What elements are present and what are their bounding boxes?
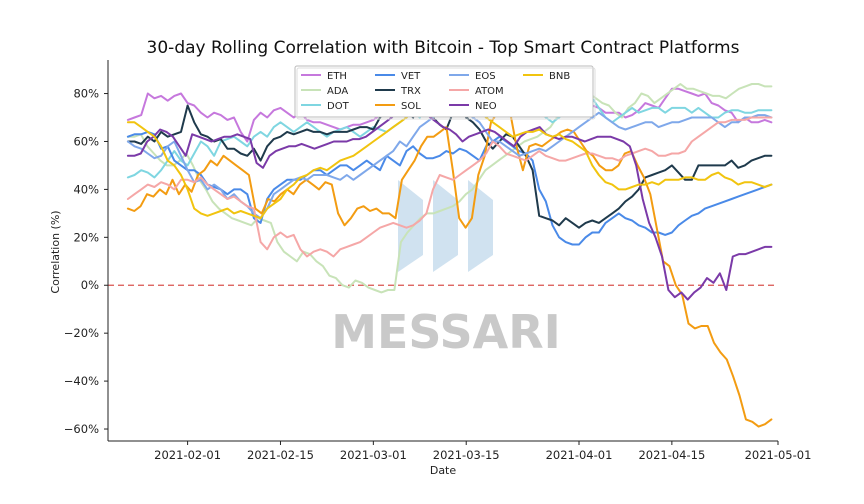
legend-label-dot: DOT: [327, 101, 350, 112]
watermark-bar-3: [468, 180, 493, 272]
y-tick-label: 60%: [73, 134, 99, 148]
watermark-bar-2: [433, 180, 458, 272]
legend-label-bnb: BNB: [549, 71, 570, 82]
series-line-neo: [126, 92, 773, 301]
y-tick-label: 20%: [73, 230, 99, 244]
legend-box: [294, 65, 594, 118]
legend: ETH ADA DOT VET TRX SOL EOS ATOM NEO BNB: [294, 65, 596, 120]
x-tick-label: 2021-03-15: [433, 448, 500, 462]
series-line-atom: [126, 116, 773, 258]
messari-watermark: MESSARI: [331, 180, 561, 359]
series-line-trx: [126, 92, 773, 229]
x-tick-label: 2021-04-15: [638, 448, 705, 462]
y-axis-label: Correlation (%): [49, 210, 62, 293]
x-tick-label: 2021-02-15: [247, 448, 314, 462]
y-tick-label: −40%: [64, 374, 99, 388]
legend-label-eos: EOS: [475, 71, 496, 82]
x-axis-label: Date: [430, 464, 457, 477]
x-tick-label: 2021-02-01: [154, 448, 221, 462]
watermark-text: MESSARI: [331, 305, 561, 359]
legend-label-sol: SOL: [401, 101, 421, 112]
legend-label-neo: NEO: [475, 101, 497, 112]
legend-label-eth: ETH: [327, 71, 347, 82]
x-tick-label: 2021-04-01: [546, 448, 613, 462]
y-tick-label: −20%: [64, 326, 99, 340]
legend-shadow: [296, 67, 596, 120]
chart-title: 30-day Rolling Correlation with Bitcoin …: [147, 38, 740, 58]
y-tick-label: −60%: [64, 422, 99, 436]
legend-label-ada: ADA: [327, 86, 348, 97]
axes: 80% 60% 40% 20% 0% −20% −40% −60% 2021-02-01 2021…: [64, 60, 812, 462]
legend-label-trx: TRX: [400, 86, 421, 97]
legend-label-atom: ATOM: [475, 86, 504, 97]
series-line-ada: [126, 83, 773, 294]
y-tick-label: 80%: [73, 87, 99, 101]
y-tick-label: 0%: [81, 278, 99, 292]
legend-label-vet: VET: [401, 71, 421, 82]
x-tick-label: 2021-03-01: [340, 448, 407, 462]
series-line-sol: [126, 102, 773, 428]
y-tick-label: 40%: [73, 182, 99, 196]
x-tick-label: 2021-05-01: [745, 448, 812, 462]
